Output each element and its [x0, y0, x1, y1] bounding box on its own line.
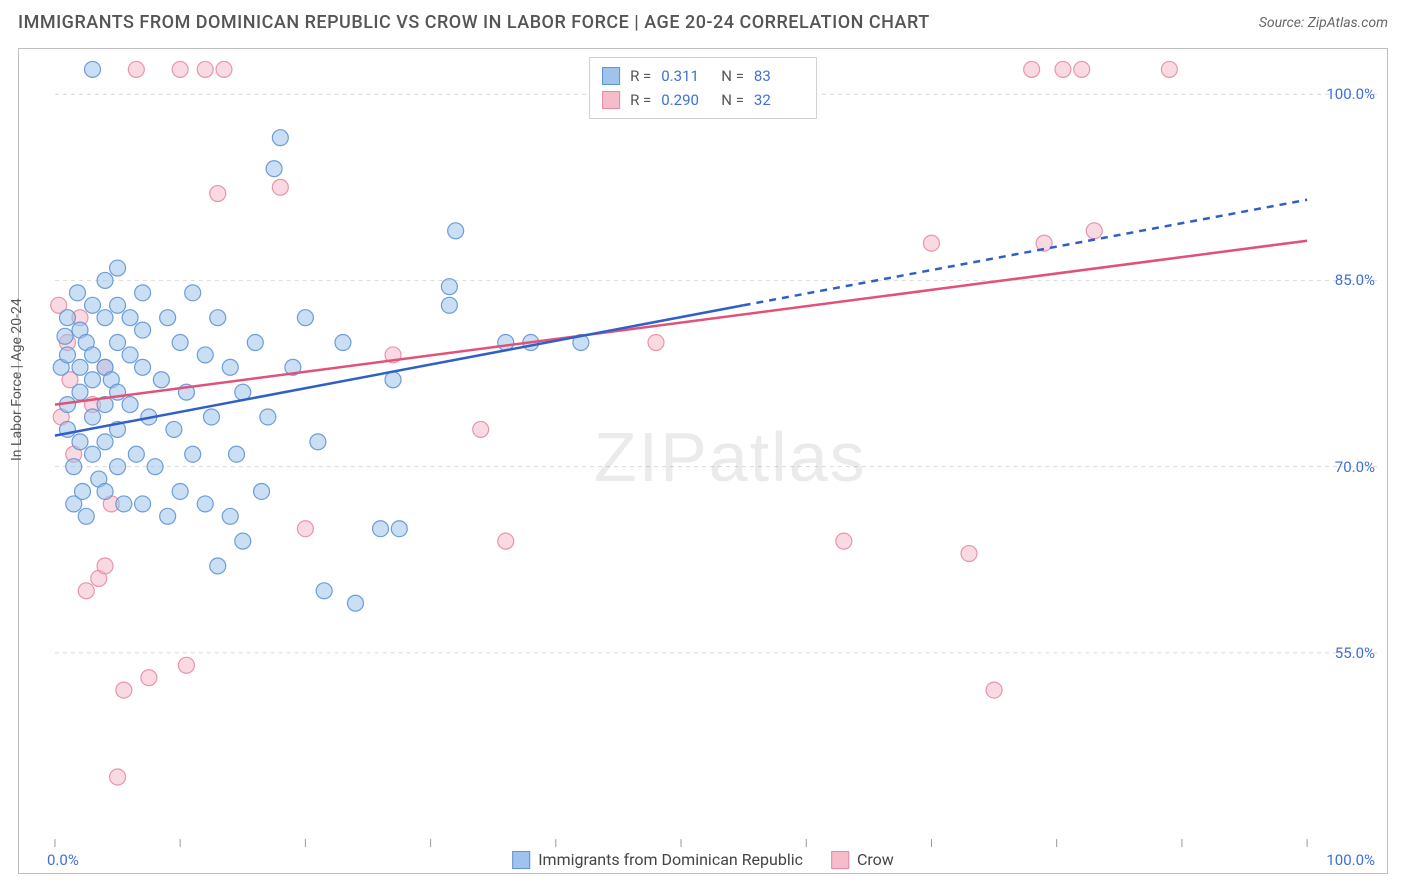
series-swatch-a — [512, 851, 530, 869]
legend-n-label-a: N = — [721, 64, 744, 88]
legend-row-series-a: R = 0.311 N = 83 — [602, 64, 804, 88]
legend-swatch-a — [602, 67, 620, 85]
y-tick: 100.0% — [1326, 85, 1375, 103]
chart-svg — [19, 49, 1387, 873]
legend-row-series-b: R = 0.290 N = 32 — [602, 88, 804, 112]
legend-r-label-b: R = — [630, 88, 651, 112]
chart-title: IMMIGRANTS FROM DOMINICAN REPUBLIC VS CR… — [18, 12, 930, 33]
series-legend-item-b: Crow — [831, 850, 894, 869]
series-name-a: Immigrants from Dominican Republic — [538, 850, 803, 869]
legend-r-value-b: 0.290 — [661, 88, 711, 112]
legend-r-value-a: 0.311 — [661, 64, 711, 88]
y-axis-label: In Labor Force | Age 20-24 — [9, 298, 25, 461]
series-swatch-b — [831, 851, 849, 869]
legend-r-label-a: R = — [630, 64, 651, 88]
series-legend-item-a: Immigrants from Dominican Republic — [512, 850, 803, 869]
y-tick: 85.0% — [1335, 271, 1375, 289]
x-tick-start: 0.0% — [47, 851, 79, 869]
series-name-b: Crow — [857, 850, 894, 869]
source-label: Source: ZipAtlas.com — [1259, 15, 1388, 31]
y-tick: 55.0% — [1335, 644, 1375, 662]
x-tick-end: 100.0% — [1326, 851, 1375, 869]
chart-area: In Labor Force | Age 20-24 55.0%70.0%85.… — [18, 48, 1388, 874]
correlation-legend: R = 0.311 N = 83 R = 0.290 N = 32 — [589, 57, 817, 119]
y-tick: 70.0% — [1335, 458, 1375, 476]
legend-n-value-a: 83 — [754, 64, 804, 88]
legend-n-value-b: 32 — [754, 88, 804, 112]
legend-swatch-b — [602, 91, 620, 109]
series-legend: Immigrants from Dominican Republic Crow — [512, 850, 894, 869]
legend-n-label-b: N = — [721, 88, 744, 112]
